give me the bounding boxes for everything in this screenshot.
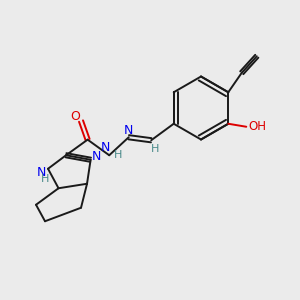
Text: N: N [101, 141, 110, 154]
Text: N: N [37, 166, 46, 179]
Text: OH: OH [249, 120, 267, 133]
Text: N: N [123, 124, 133, 137]
Text: H: H [113, 150, 122, 160]
Text: H: H [151, 144, 159, 154]
Text: O: O [71, 110, 81, 123]
Text: N: N [91, 150, 101, 163]
Text: H: H [41, 174, 49, 184]
